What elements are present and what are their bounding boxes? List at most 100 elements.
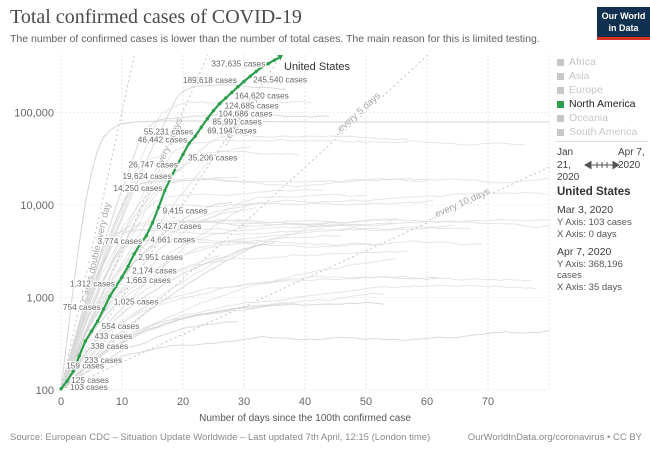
tooltip-country: United States [557,186,631,198]
y-tick-label: 100,000 [14,108,54,120]
legend-item-africa[interactable]: Africa [557,55,649,69]
legend-item-oceania[interactable]: Oceania [557,111,649,125]
tooltip-y-value: Y Axis: 368,196 cases [557,259,623,281]
us-data-point[interactable] [260,65,264,69]
us-data-point[interactable] [187,141,191,145]
country-trajectory-line [60,207,257,391]
country-trajectory-line [60,219,550,391]
x-tick-label: 10 [116,396,128,408]
us-data-point[interactable] [169,176,173,180]
us-data-point[interactable] [150,221,155,225]
country-trajectory-line [60,301,385,391]
y-tick-label: 1,000 [26,293,54,305]
country-trajectory-line [60,201,232,391]
legend-item-asia[interactable]: Asia [557,69,649,83]
case-count-label: 164,620 cases [235,90,289,100]
country-trajectory-line [60,177,428,391]
case-count-label: 245,540 cases [253,74,307,84]
us-data-point[interactable] [83,339,88,343]
case-count-label: 104,686 cases [219,109,273,119]
us-data-point[interactable] [224,96,228,100]
us-data-point[interactable] [95,319,100,323]
legend-divider [556,141,648,142]
us-data-point[interactable] [181,152,185,157]
us-data-point[interactable] [163,189,167,193]
country-trajectory-line [60,276,531,391]
owid-logo[interactable]: Our World in Data [597,7,650,41]
us-data-point[interactable] [230,90,234,95]
us-data-point[interactable] [193,134,197,138]
x-axis-title: Number of days since the 100th confirmed… [199,413,411,424]
us-data-point[interactable] [217,101,222,106]
country-trajectory-line [60,237,482,391]
logo-text: Our World [601,11,646,21]
us-data-point[interactable] [77,354,82,358]
case-count-label: 3,774 cases [98,236,143,246]
country-trajectory-line [60,155,165,391]
us-data-point[interactable] [266,61,271,66]
legend-label: Europe [569,84,603,96]
case-count-label: 338 cases [90,341,128,351]
page-subtitle: The number of confirmed cases is lower t… [10,33,540,45]
us-data-point[interactable] [272,58,277,62]
country-trajectory-line [60,199,434,391]
legend-swatch-icon [557,58,564,66]
us-data-point[interactable] [205,116,210,121]
us-data-point[interactable] [108,294,112,299]
legend-item-south-america[interactable]: South America [557,125,649,139]
case-count-label: 14,250 cases [113,183,162,193]
us-trajectory [59,55,284,391]
case-count-label: 159 cases [66,360,104,370]
us-data-point[interactable] [156,205,161,210]
case-count-label: 124,685 cases [225,101,279,111]
doubling-guide-line [60,54,135,391]
legend-swatch-icon [557,72,564,80]
case-count-label: 9,415 cases [163,205,208,215]
us-data-point[interactable] [65,379,69,383]
us-data-point[interactable] [242,79,246,84]
us-data-point[interactable] [211,109,216,113]
us-data-point[interactable] [132,252,136,256]
tooltip-date: Mar 3, 2020 [557,204,614,216]
legend-item-north-america[interactable]: North America [557,97,649,111]
case-count-label: 6,427 cases [157,221,202,231]
us-data-point[interactable] [120,275,124,279]
us-data-point[interactable] [138,242,142,246]
case-count-label: 554 cases [102,321,140,331]
us-data-point[interactable] [114,284,118,289]
country-trajectory-line [60,221,336,391]
tooltip-date: Apr 7, 2020 [557,246,612,258]
case-count-label: 433 cases [95,331,133,341]
us-data-point[interactable] [71,369,75,374]
case-count-label: 26,747 cases [129,159,178,169]
us-data-point[interactable] [199,125,203,129]
legend-swatch-icon [557,100,564,108]
us-data-point[interactable] [126,264,130,268]
gridlines: 100 1,000 10,000 100,000 0 10 20 30 40 50 60 70 Numb… [14,55,550,424]
us-data-point[interactable] [59,387,63,391]
x-tick-label: 40 [299,396,311,408]
doubling-guide-label: ...every 10 days [426,186,492,223]
us-data-point[interactable] [102,307,106,311]
timeline-end-date: Apr 7, 2020 [618,147,645,171]
country-trajectory-line [60,191,550,391]
case-count-label: 337,635 cases [211,59,265,69]
case-count-label: 46,442 cases [138,134,187,144]
us-data-point[interactable] [254,69,258,74]
timeline-slider-icon[interactable] [583,159,621,171]
footer-link[interactable]: OurWorldInData.org/coronavirus • CC BY [467,432,642,443]
source-note: Source: European CDC – Situation Update … [10,432,431,443]
us-data-point[interactable] [236,85,240,89]
country-trajectory-line [60,235,342,391]
us-data-point[interactable] [89,329,94,333]
timeline-start-date: Jan 21, 2020 [557,147,580,183]
us-data-point[interactable] [175,163,179,168]
legend-item-europe[interactable]: Europe [557,83,649,97]
tooltip-panel: United States Mar 3, 2020 Y Axis: 103 ca… [557,186,649,293]
case-count-label: 4,661 cases [150,235,195,245]
us-data-point[interactable] [248,74,252,79]
us-data-point[interactable] [144,234,149,238]
